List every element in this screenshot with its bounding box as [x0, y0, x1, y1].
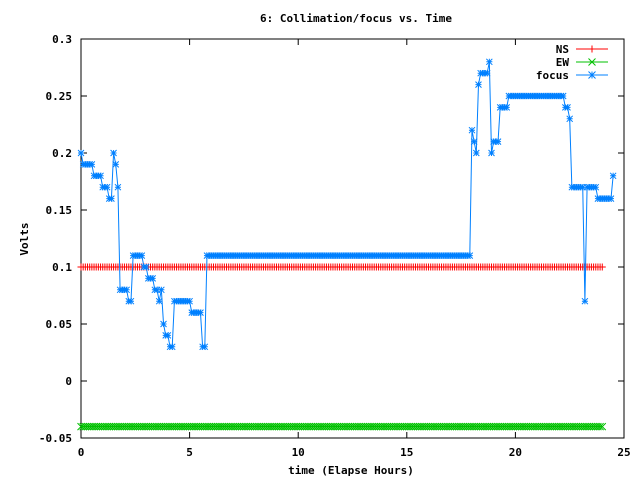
data-point — [475, 81, 482, 88]
series-ns — [77, 263, 606, 271]
y-tick-label: 0.1 — [52, 261, 72, 274]
data-point — [158, 286, 165, 294]
data-point — [588, 71, 596, 79]
data-point — [566, 115, 574, 123]
series-line — [80, 61, 614, 348]
data-point — [103, 183, 111, 191]
data-point — [127, 297, 135, 305]
data-point — [114, 183, 122, 191]
data-point — [197, 309, 204, 316]
plot-frame — [80, 38, 625, 439]
x-tick-label: 0 — [78, 446, 85, 459]
series-ew — [77, 422, 607, 431]
chart-title: 6: Collimation/focus vs. Time — [260, 12, 452, 25]
data-point — [201, 343, 209, 351]
data-point — [138, 252, 146, 259]
axis-ticks: 0 5 10 15 20 25 -0.05 0 0.05 0.1 0.15 0.2 0.25 0.3 — [39, 33, 631, 459]
legend-label: focus — [536, 69, 569, 82]
data-point — [153, 286, 161, 294]
series-focus — [77, 58, 617, 351]
data-point — [485, 58, 493, 66]
data-point — [588, 45, 596, 53]
data-point — [579, 183, 587, 191]
data-point — [466, 252, 474, 259]
data-point — [108, 195, 115, 202]
legend-label: NS — [556, 43, 569, 56]
data-point — [468, 126, 476, 134]
y-axis-label: Volts — [18, 222, 31, 255]
x-tick-label: 10 — [292, 446, 305, 459]
data-point — [88, 161, 96, 168]
data-point — [186, 297, 193, 305]
y-tick-label: 0 — [65, 375, 72, 388]
data-point — [160, 320, 167, 328]
data-point — [581, 297, 589, 305]
data-point — [149, 275, 157, 282]
y-tick-label: 0.25 — [46, 90, 73, 103]
data-point — [564, 104, 571, 111]
data-point — [503, 104, 511, 111]
data-point — [142, 263, 150, 271]
series-layer — [77, 58, 617, 431]
data-point — [609, 172, 617, 180]
data-point — [607, 195, 615, 202]
y-tick-label: 0.15 — [46, 204, 73, 217]
data-point — [588, 58, 596, 66]
y-tick-label: -0.05 — [39, 432, 72, 445]
data-point — [77, 149, 85, 157]
data-point — [598, 263, 606, 271]
x-tick-label: 5 — [186, 446, 193, 459]
x-axis-label: time (Elapse Hours) — [288, 464, 414, 477]
data-point — [472, 149, 480, 157]
data-point — [596, 422, 604, 431]
data-point — [470, 138, 478, 145]
x-tick-label: 15 — [400, 446, 413, 459]
data-point — [110, 149, 117, 157]
data-point — [97, 172, 104, 180]
data-point — [155, 297, 163, 305]
data-point — [488, 149, 495, 157]
data-point — [483, 69, 491, 77]
data-point — [598, 422, 607, 431]
y-tick-label: 0.2 — [52, 147, 72, 160]
data-point — [559, 92, 567, 100]
data-point — [592, 183, 600, 191]
x-tick-label: 25 — [617, 446, 630, 459]
legend-label: EW — [556, 56, 570, 69]
data-point — [168, 343, 176, 351]
x-tick-label: 20 — [509, 446, 522, 459]
data-point — [164, 332, 172, 339]
data-point — [494, 138, 502, 145]
y-tick-label: 0.05 — [46, 318, 73, 331]
data-point — [123, 286, 130, 294]
data-point — [112, 161, 120, 168]
y-tick-label: 0.3 — [52, 33, 72, 46]
